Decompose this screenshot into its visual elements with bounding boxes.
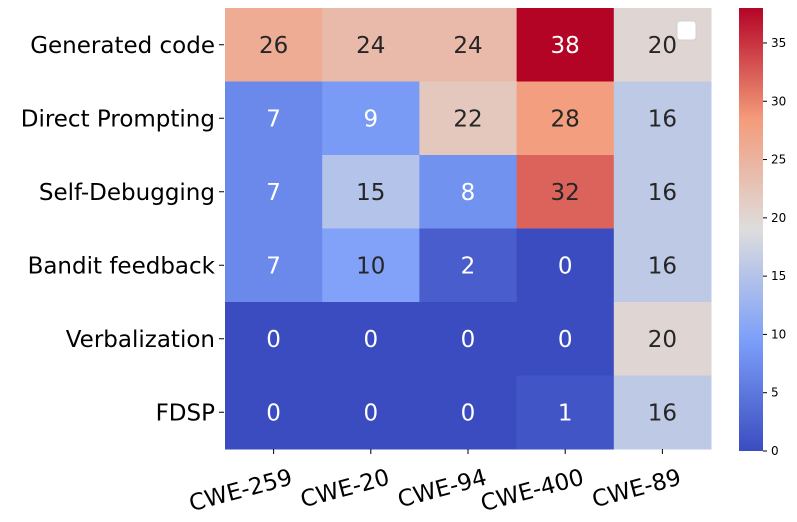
heatmap-cell [322,302,420,376]
cell-value-label: 16 [648,106,677,132]
row-label: Bandit feedback [28,253,216,279]
legend-box [676,20,697,41]
heatmap-cell [225,81,323,156]
colorbar-tick-label: 25 [771,153,786,167]
cell-value-label: 0 [461,327,476,353]
cell-value-label: 28 [551,106,580,132]
cell-value-label: 24 [453,33,482,59]
colorbar-tick-label: 10 [771,327,786,341]
heatmap-cell [419,228,518,303]
cell-value-label: 0 [266,400,281,426]
cell-value-label: 38 [551,33,580,59]
colorbar-tick-label: 35 [771,36,786,50]
colorbar: 0 5 10 15 20 25 30 35 [739,8,786,458]
heatmap-cell [613,8,712,82]
heatmap-cell [516,375,615,450]
cell-value-label: 2 [461,253,476,279]
heatmap-cell [419,81,518,156]
column-label: CWE-400 [478,465,587,517]
heatmap-cell [225,302,323,376]
cell-value-label: 0 [363,400,378,426]
cell-value-label: 16 [648,253,677,279]
colorbar-tick-label: 0 [771,444,779,458]
heatmap-cell [225,228,323,303]
cell-value-label: 7 [266,180,281,206]
row-label: Direct Prompting [21,106,215,132]
heatmap-cell [322,375,420,450]
heatmap-cell [516,228,615,303]
row-label: Self-Debugging [39,180,215,206]
heatmap-cell [419,302,518,376]
colorbar-tick-label: 20 [771,211,786,225]
column-label: CWE-89 [589,465,684,514]
cell-value-label: 22 [453,106,482,132]
heatmap-cell [322,8,420,82]
cell-value-label: 16 [648,180,677,206]
column-label: CWE-20 [298,465,393,514]
cell-value-label: 7 [266,253,281,279]
cell-value-label: 8 [461,180,476,206]
heatmap-cell [419,155,518,229]
heatmap-cell [613,375,712,450]
cell-value-label: 20 [648,33,677,59]
heatmap-cell [613,81,712,156]
cell-value-label: 0 [558,253,573,279]
row-labels: Generated code Direct Prompting Self-Debug… [21,33,224,426]
cell-value-label: 0 [558,327,573,353]
heatmap-cell [419,8,518,82]
row-label: FDSP [156,400,216,426]
heatmap-cell [225,155,323,229]
cell-value-label: 0 [266,327,281,353]
colorbar-ticks: 0 5 10 15 20 25 30 35 [763,36,786,458]
cell-value-label: 26 [259,33,288,59]
heatmap-cell [613,302,712,376]
heatmap-cell [322,81,420,156]
heatmap-cell [516,8,615,82]
cell-value-label: 0 [363,327,378,353]
cell-value-label: 32 [551,180,580,206]
cell-value-label: 1 [558,400,573,426]
heatmap-cells [225,8,712,450]
heatmap-cell-labels: 26 24 24 38 207 9 22 28 167 15 8 32 167 10 2 0 160 0 0 0 200… [259,33,677,427]
column-label: CWE-259 [186,465,295,517]
cell-value-label: 10 [356,253,385,279]
heatmap-cell [516,81,615,156]
cell-value-label: 15 [356,180,385,206]
colorbar-tick-label: 15 [771,269,786,283]
heatmap-cell [322,155,420,229]
heatmap-cell [225,375,323,450]
colorbar-tick-label: 5 [771,386,779,400]
colorbar-gradient [739,8,763,451]
heatmap-cell [516,302,615,376]
heatmap-cell [322,228,420,303]
cell-value-label: 9 [363,106,378,132]
cell-value-label: 24 [356,33,385,59]
cell-value-label: 0 [461,400,476,426]
cell-value-label: 20 [648,327,677,353]
column-label: CWE-94 [395,465,490,514]
cell-value-label: 16 [648,400,677,426]
heatmap-cell [225,8,323,82]
row-label: Generated code [30,33,215,59]
row-label: Verbalization [66,327,215,353]
heatmap-cell [613,155,712,229]
cell-value-label: 7 [266,106,281,132]
heatmap-cell [419,375,518,450]
heatmap-cell [516,155,615,229]
colorbar-tick-label: 30 [771,94,786,108]
heatmap-cell [613,228,712,303]
